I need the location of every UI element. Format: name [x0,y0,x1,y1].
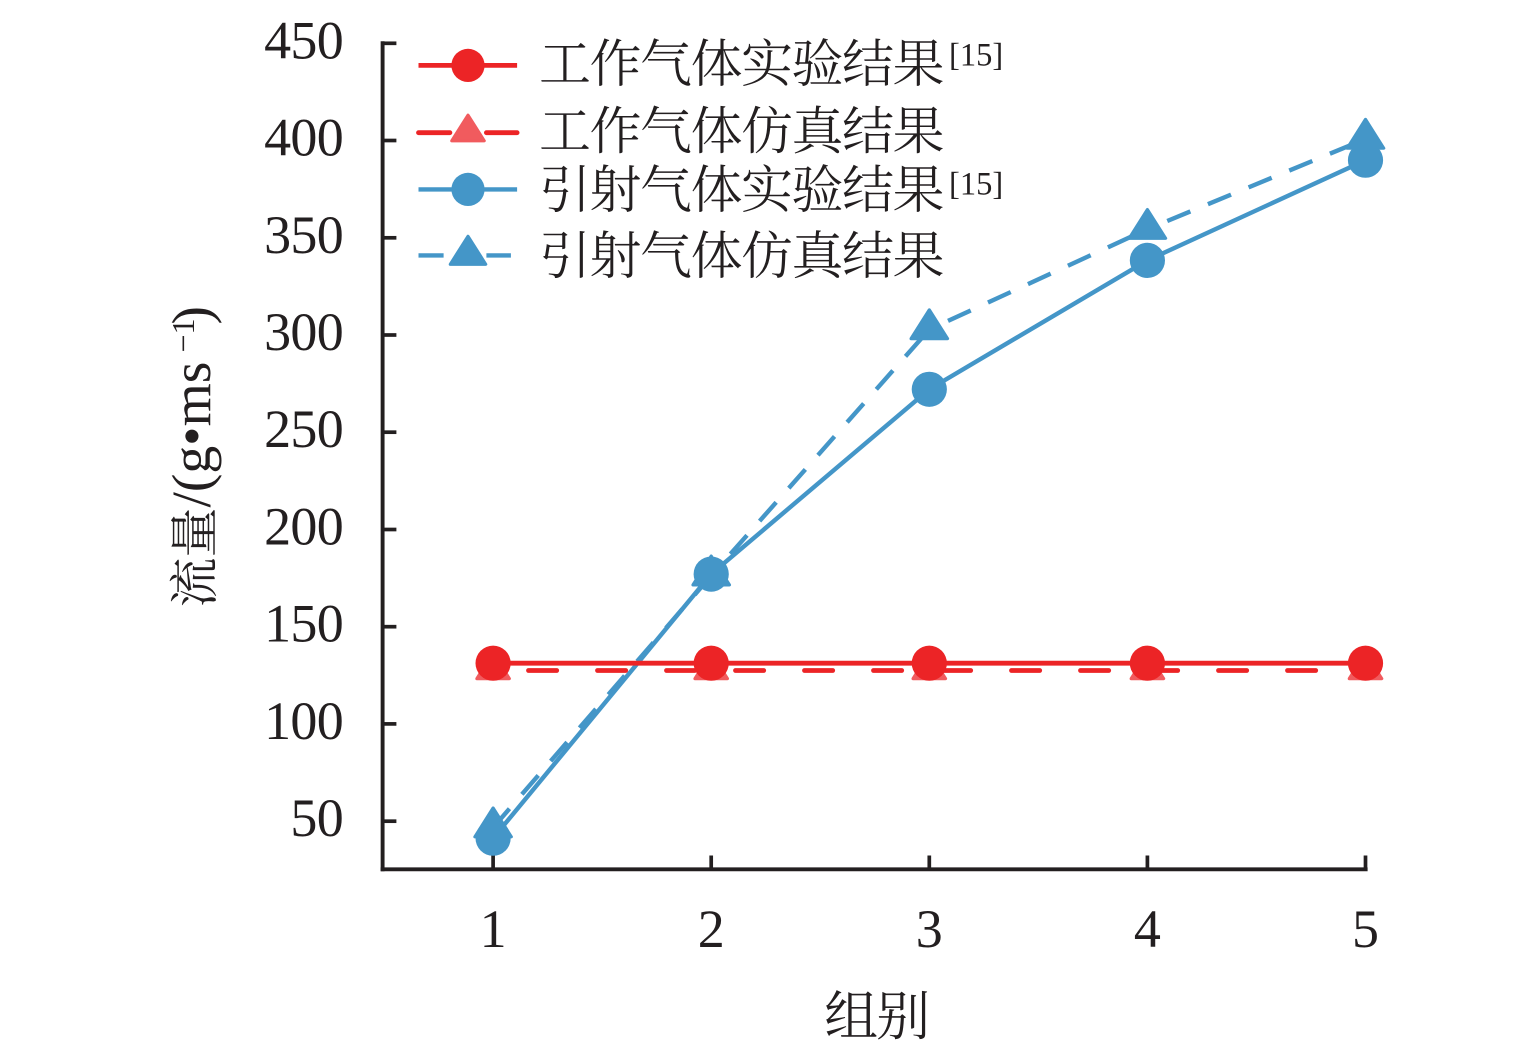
svg-text:1: 1 [480,899,507,959]
svg-text:400: 400 [264,108,343,168]
svg-text:100: 100 [264,691,343,751]
svg-text:150: 150 [264,594,343,654]
svg-text:250: 250 [264,399,343,459]
svg-text:50: 50 [290,788,343,848]
svg-text:−1: −1 [165,318,201,352]
svg-text:/(g•ms: /(g•ms [162,362,223,508]
svg-text:4: 4 [1134,899,1161,959]
svg-text:450: 450 [264,10,343,70]
svg-text:[15]: [15] [949,37,1003,73]
svg-text:350: 350 [264,205,343,265]
svg-text:2: 2 [698,899,725,959]
svg-text:3: 3 [916,899,943,959]
svg-text:5: 5 [1352,899,1379,959]
svg-text:200: 200 [264,497,343,557]
svg-text:300: 300 [264,302,343,362]
svg-text:): ) [162,306,223,324]
svg-text:[15]: [15] [949,166,1003,202]
